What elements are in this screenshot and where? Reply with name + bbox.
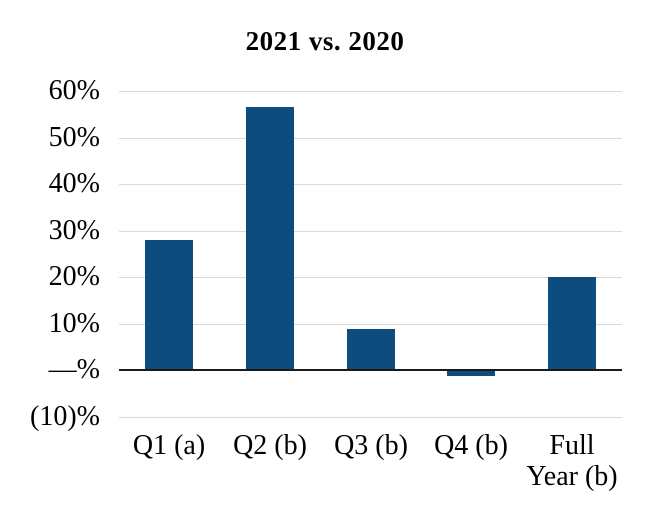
gridline [119, 417, 622, 418]
x-axis-category-label: Full Year (b) [526, 430, 618, 492]
x-axis-line [119, 369, 622, 371]
x-axis-category-label: Q4 (b) [434, 430, 508, 461]
y-axis-tick-label: (10)% [30, 401, 100, 432]
y-axis-tick-label: 50% [48, 122, 100, 153]
gridline [119, 184, 622, 185]
y-axis-tick-label: 40% [48, 168, 100, 199]
gridline [119, 138, 622, 139]
gridline [119, 231, 622, 232]
bar [548, 277, 596, 370]
gridline [119, 277, 622, 278]
chart-title: 2021 vs. 2020 [245, 26, 405, 56]
x-axis-category-label: Q3 (b) [334, 430, 408, 461]
bar [347, 329, 395, 371]
y-axis-tick-label: 20% [48, 261, 100, 292]
bar [447, 371, 495, 376]
gridline [119, 324, 622, 325]
y-axis-tick-label: 10% [48, 308, 100, 339]
y-axis-tick-label: 60% [48, 75, 100, 106]
x-axis-category-label: Q1 (a) [132, 430, 206, 461]
y-axis-tick-label: 30% [48, 215, 100, 246]
gridline [119, 91, 622, 92]
x-axis-category-label: Q2 (b) [233, 430, 307, 461]
bar [145, 240, 193, 370]
y-axis-tick-label: —% [48, 354, 100, 385]
bar [246, 107, 294, 370]
